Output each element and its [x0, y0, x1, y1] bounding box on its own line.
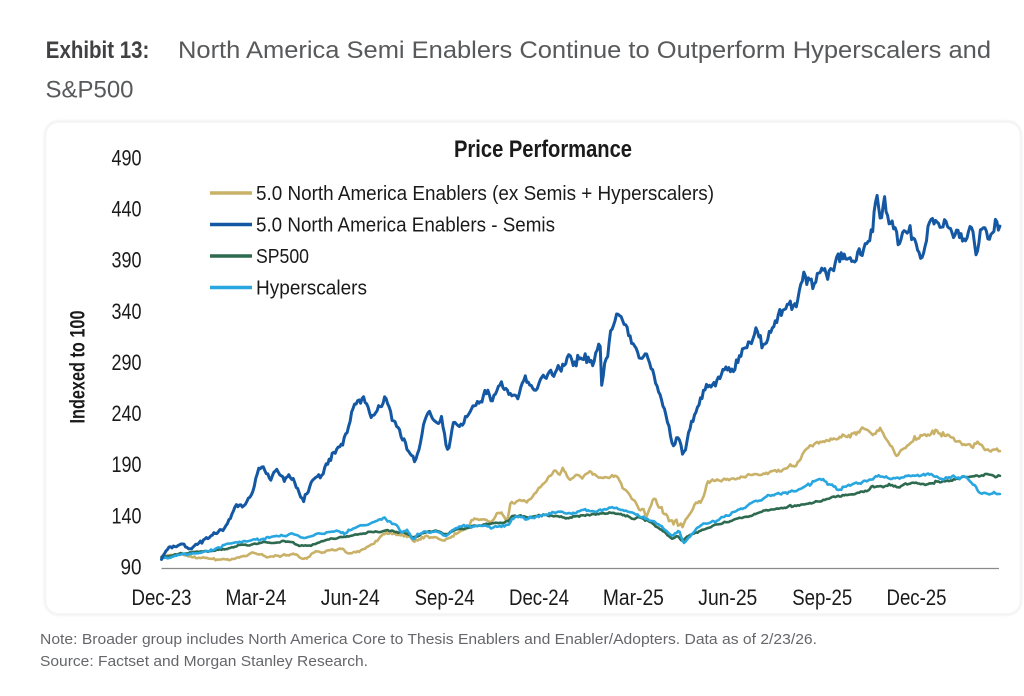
svg-text:140: 140 — [112, 503, 142, 528]
svg-text:5.0 North America Enablers - S: 5.0 North America Enablers - Semis — [256, 214, 555, 237]
svg-text:SP500: SP500 — [256, 245, 309, 268]
svg-text:340: 340 — [112, 299, 142, 324]
svg-text:Dec-25: Dec-25 — [887, 585, 947, 610]
svg-text:Dec-23: Dec-23 — [132, 585, 192, 610]
svg-text:Mar-25: Mar-25 — [603, 585, 664, 610]
svg-text:Source: Factset and Morgan Sta: Source: Factset and Morgan Stanley Resea… — [40, 653, 368, 670]
svg-text:290: 290 — [112, 350, 142, 375]
svg-text:Note: Broader group includes N: Note: Broader group includes North Ameri… — [40, 631, 817, 648]
svg-text:Exhibit 13:: Exhibit 13: — [46, 37, 150, 64]
svg-text:440: 440 — [112, 197, 142, 222]
svg-text:Jun-25: Jun-25 — [698, 585, 757, 610]
svg-text:Jun-24: Jun-24 — [321, 585, 380, 610]
svg-text:240: 240 — [112, 401, 142, 426]
svg-text:190: 190 — [112, 452, 142, 477]
svg-text:Mar-24: Mar-24 — [225, 585, 286, 610]
svg-text:Indexed to 100: Indexed to 100 — [67, 311, 90, 424]
svg-text:Hyperscalers: Hyperscalers — [256, 277, 367, 300]
svg-text:90: 90 — [121, 555, 142, 580]
svg-text:Sep-25: Sep-25 — [792, 585, 852, 610]
svg-text:5.0 North America Enablers (ex: 5.0 North America Enablers (ex Semis + H… — [256, 182, 714, 205]
svg-text:390: 390 — [112, 248, 142, 273]
svg-text:490: 490 — [112, 146, 142, 171]
svg-text:Price Performance: Price Performance — [454, 136, 632, 163]
svg-text:North America Semi Enablers Co: North America Semi Enablers Continue to … — [178, 37, 991, 64]
svg-text:Dec-24: Dec-24 — [509, 585, 569, 610]
svg-text:Sep-24: Sep-24 — [415, 585, 475, 610]
svg-text:S&P500: S&P500 — [46, 77, 134, 104]
